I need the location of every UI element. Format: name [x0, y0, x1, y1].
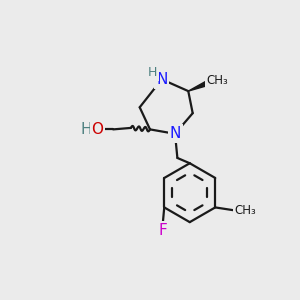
- Text: N: N: [156, 72, 167, 87]
- Text: H: H: [80, 122, 92, 137]
- Polygon shape: [188, 80, 211, 91]
- Text: CH₃: CH₃: [235, 204, 256, 217]
- Text: CH₃: CH₃: [207, 74, 229, 87]
- Text: F: F: [158, 223, 167, 238]
- Text: O: O: [92, 122, 104, 137]
- Text: N: N: [169, 126, 181, 141]
- Text: H: H: [148, 66, 157, 80]
